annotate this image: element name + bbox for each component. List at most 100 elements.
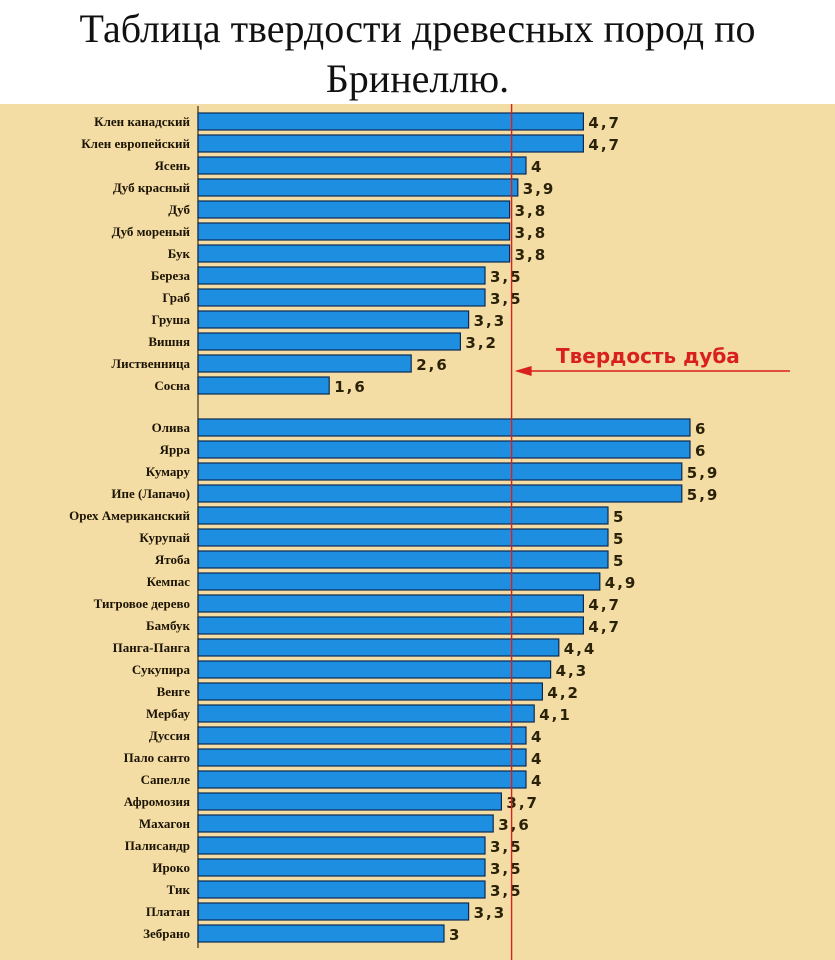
- category-label: Кемпас: [147, 574, 191, 589]
- bar: [197, 354, 412, 373]
- bar: [197, 200, 511, 219]
- value-label: 3,5: [490, 882, 523, 900]
- value-label: 4,7: [588, 596, 621, 614]
- value-label: 4,2: [547, 684, 580, 702]
- value-label: 4: [531, 728, 543, 746]
- reference-arrow-head-icon: [514, 366, 532, 376]
- bar: [197, 418, 691, 437]
- value-label: 3,2: [465, 334, 498, 352]
- category-label: Бамбук: [146, 618, 190, 633]
- category-label: Курупай: [139, 530, 190, 545]
- category-label: Панга-Панга: [113, 640, 191, 655]
- category-label: Вишня: [148, 334, 190, 349]
- value-label: 5: [613, 530, 625, 548]
- bar: [197, 506, 609, 525]
- category-label: Сукупира: [132, 662, 191, 677]
- category-label: Сапелле: [141, 772, 191, 787]
- value-label: 1,6: [334, 378, 367, 396]
- category-label: Клен европейский: [81, 136, 190, 151]
- value-label: 6: [695, 442, 707, 460]
- value-label: 4,1: [539, 706, 572, 724]
- bar: [197, 858, 486, 877]
- value-label: 6: [695, 420, 707, 438]
- bar: [197, 682, 543, 701]
- value-label: 5,9: [687, 486, 720, 504]
- bar: [197, 266, 486, 285]
- category-label: Дуб мореный: [112, 224, 191, 239]
- category-label: Кумару: [146, 464, 191, 479]
- bar: [197, 112, 584, 131]
- category-label: Граб: [162, 290, 190, 305]
- category-label: Тигровое дерево: [94, 596, 190, 611]
- bar: [197, 134, 584, 153]
- bar: [197, 572, 601, 591]
- bar: [197, 178, 519, 197]
- bar: [197, 880, 486, 899]
- category-label: Дуссия: [149, 728, 190, 743]
- value-label: 2,6: [416, 356, 449, 374]
- bar: [197, 332, 461, 351]
- value-label: 3,9: [523, 180, 556, 198]
- bar: [197, 376, 330, 395]
- category-label: Ятоба: [155, 552, 191, 567]
- bar: [197, 244, 511, 263]
- value-label: 4,7: [588, 114, 621, 132]
- value-label: 3,5: [490, 838, 523, 856]
- value-label: 5: [613, 508, 625, 526]
- value-label: 4: [531, 772, 543, 790]
- bar: [197, 924, 445, 943]
- category-label: Махагон: [139, 816, 191, 831]
- bar: [197, 792, 502, 811]
- value-label: 5,9: [687, 464, 720, 482]
- bar: [197, 726, 527, 745]
- category-label: Ипе (Лапачо): [111, 486, 190, 501]
- bar: [197, 704, 535, 723]
- bar: [197, 310, 470, 329]
- bar: [197, 528, 609, 547]
- value-label: 3,8: [515, 246, 548, 264]
- value-label: 5: [613, 552, 625, 570]
- bar: [197, 156, 527, 175]
- category-label: Ироко: [152, 860, 190, 875]
- value-label: 4,7: [588, 136, 621, 154]
- bar: [197, 288, 486, 307]
- category-label: Дуб красный: [113, 180, 191, 195]
- reference-line-label: Твердость дуба: [556, 344, 740, 368]
- category-label: Венге: [157, 684, 191, 699]
- bar: [197, 594, 584, 613]
- category-label: Афромозия: [124, 794, 190, 809]
- category-label: Олива: [152, 420, 191, 435]
- category-label: Груша: [152, 312, 191, 327]
- value-label: 4,7: [588, 618, 621, 636]
- value-label: 3,5: [490, 290, 523, 308]
- category-label: Лиственница: [111, 356, 190, 371]
- value-label: 3,5: [490, 268, 523, 286]
- value-label: 3,5: [490, 860, 523, 878]
- bar: [197, 550, 609, 569]
- bar: [197, 836, 486, 855]
- category-label: Пало санто: [124, 750, 190, 765]
- category-label: Дуб: [168, 202, 190, 217]
- value-label: 3,8: [515, 202, 548, 220]
- value-label: 3,3: [474, 312, 507, 330]
- value-label: 4: [531, 158, 543, 176]
- hardness-bar-chart: Клен канадский 4,7 Клен европейский 4,7 Ясен…: [0, 104, 835, 960]
- value-label: 4,3: [556, 662, 589, 680]
- bar: [197, 440, 691, 459]
- bar: [197, 616, 584, 635]
- category-label: Береза: [151, 268, 191, 283]
- chart-title: Таблица твердости древесных пород по Бри…: [0, 0, 835, 104]
- value-label: 4,4: [564, 640, 597, 658]
- value-label: 4,9: [605, 574, 638, 592]
- category-label: Платан: [146, 904, 191, 919]
- value-label: 3,6: [498, 816, 531, 834]
- bars-layer: Клен канадский 4,7 Клен европейский 4,7 Ясен…: [69, 112, 720, 944]
- value-label: 3: [449, 926, 461, 944]
- category-label: Ярра: [160, 442, 191, 457]
- bar: [197, 770, 527, 789]
- value-label: 4: [531, 750, 543, 768]
- category-label: Зебрано: [143, 926, 190, 941]
- value-label: 3,8: [515, 224, 548, 242]
- category-label: Тик: [167, 882, 191, 897]
- bar: [197, 638, 560, 657]
